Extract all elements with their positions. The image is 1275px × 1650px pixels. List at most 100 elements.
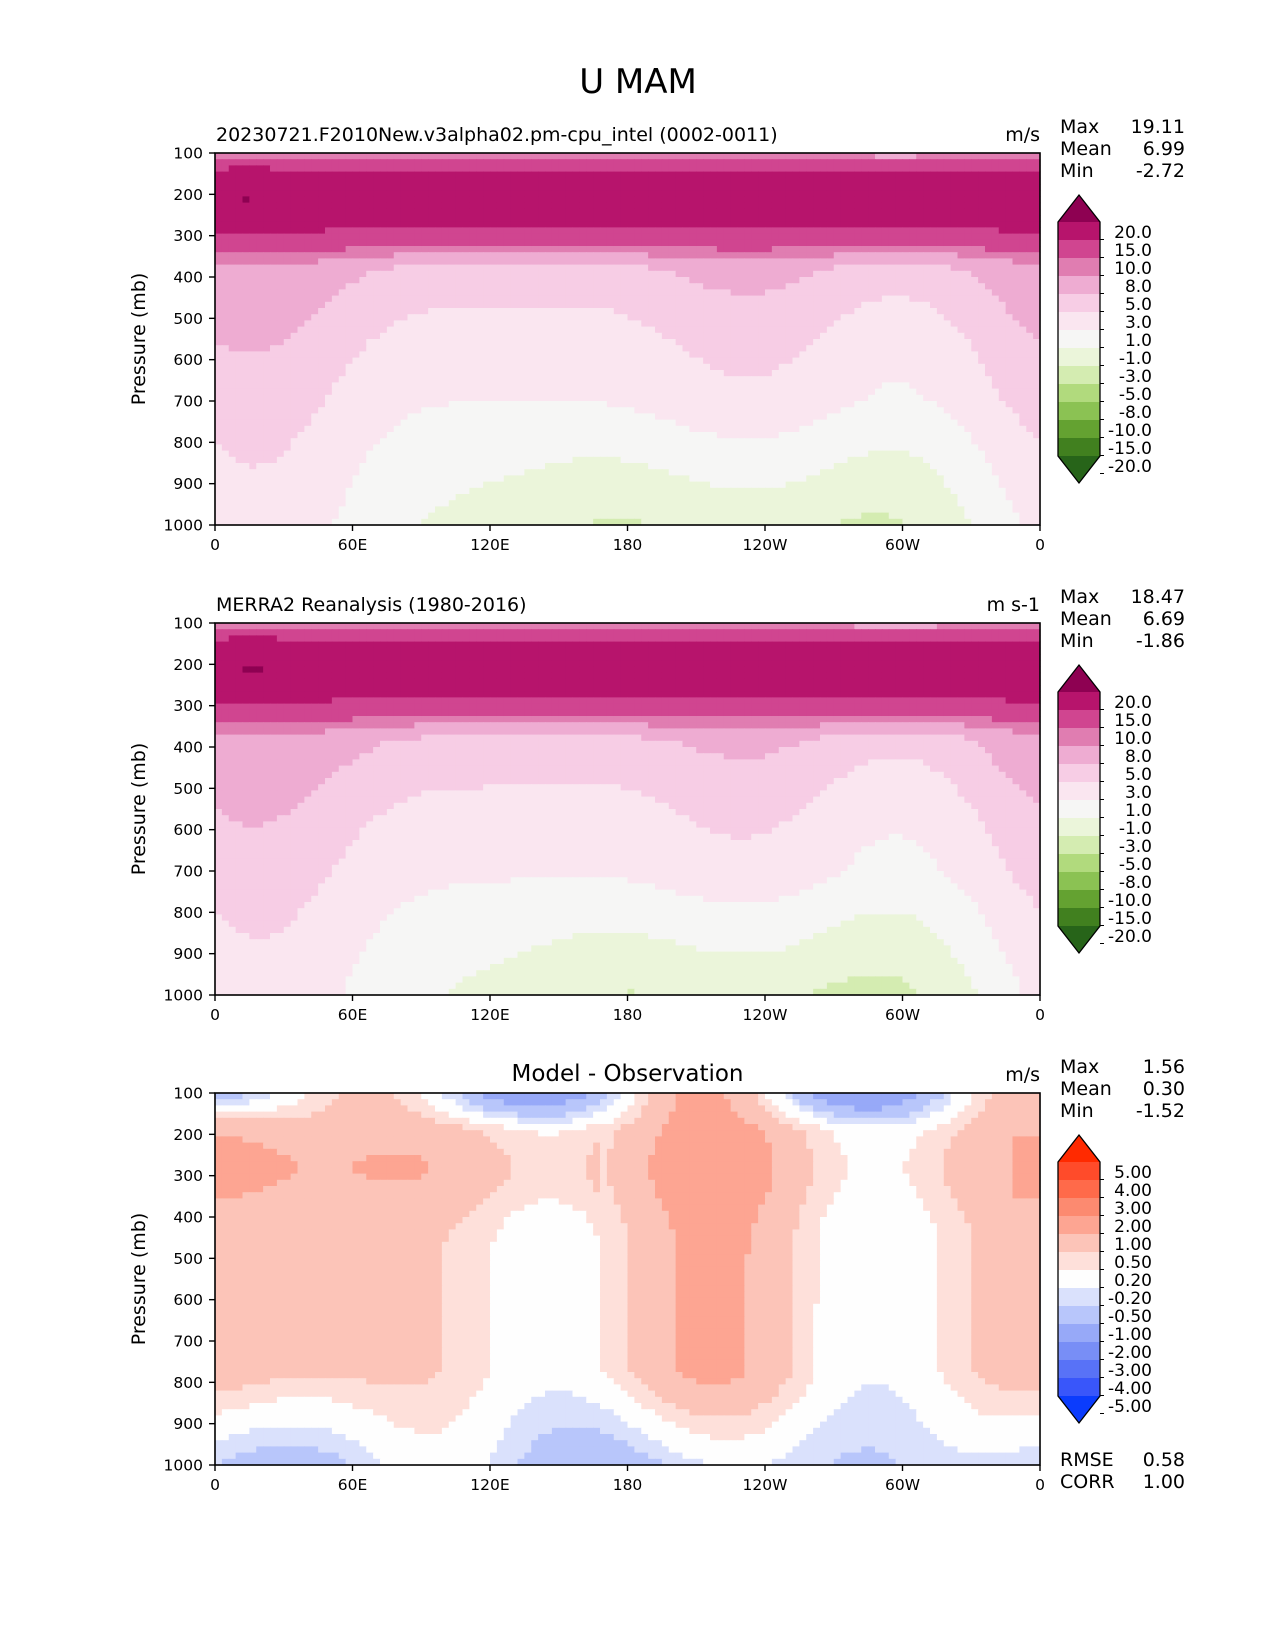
contour-cell <box>448 388 457 396</box>
contour-cell <box>737 270 745 278</box>
contour-cell <box>655 320 663 328</box>
contour-cell <box>435 345 443 352</box>
contour-cell <box>331 196 340 204</box>
contour-cell <box>462 190 470 197</box>
contour-cell <box>799 202 807 210</box>
contour-cell <box>606 376 615 383</box>
contour-cell <box>345 221 354 228</box>
contour-cell <box>888 289 897 297</box>
contour-cell <box>957 332 965 340</box>
contour-cell <box>820 382 828 390</box>
contour-cell <box>696 407 704 414</box>
contour-cell <box>998 382 1007 390</box>
contour-cell <box>586 407 594 414</box>
contour-cell <box>682 357 690 365</box>
contour-cell <box>496 351 505 359</box>
contour-cell <box>325 165 333 173</box>
contour-cell <box>572 326 580 334</box>
contour-cell <box>600 252 608 259</box>
contour-cell <box>806 246 814 253</box>
contour-cell <box>586 277 594 284</box>
contour-cell <box>620 295 629 303</box>
contour-cell <box>600 258 608 266</box>
contour-cell <box>826 208 835 216</box>
contour-cell <box>606 190 615 197</box>
contour-cell <box>586 208 594 216</box>
contour-cell <box>641 394 649 402</box>
contour-cell <box>957 215 965 222</box>
contour-cell <box>758 196 766 204</box>
contour-cell <box>325 159 333 166</box>
contour-cell <box>1033 277 1041 284</box>
contour-cell <box>682 233 690 241</box>
contour-cell <box>916 370 924 377</box>
contour-cell <box>297 283 305 290</box>
contour-cell <box>359 233 367 241</box>
contour-cell <box>730 277 739 284</box>
contour-cell <box>400 246 409 253</box>
contour-cell <box>978 308 986 315</box>
contour-cell <box>469 326 477 334</box>
contour-cell <box>503 382 512 390</box>
contour-cell <box>242 190 250 197</box>
contour-cell <box>854 370 862 377</box>
contour-cell <box>613 215 622 222</box>
contour-cell <box>675 345 684 352</box>
contour-cell <box>957 196 965 204</box>
contour-cell <box>703 233 711 241</box>
contour-cell <box>606 159 615 166</box>
contour-cell <box>414 314 422 321</box>
contour-cell <box>675 159 684 166</box>
contour-cell <box>572 159 580 166</box>
contour-cell <box>682 332 690 340</box>
contour-cell <box>682 295 690 303</box>
contour-cell <box>936 239 945 247</box>
contour-cell <box>414 171 422 179</box>
contour-cell <box>902 345 910 352</box>
contour-cell <box>661 159 670 166</box>
contour-cell <box>909 289 917 297</box>
contour-cell <box>242 196 250 204</box>
contour-cell <box>854 401 862 408</box>
contour-cell <box>331 190 340 197</box>
contour-cell <box>833 177 842 185</box>
contour-cell <box>909 283 917 290</box>
contour-cell <box>634 258 642 266</box>
contour-cell <box>985 264 993 272</box>
contour-cell <box>256 258 264 266</box>
contour-cell <box>668 295 677 303</box>
contour-cell <box>380 165 388 173</box>
contour-cell <box>455 332 464 340</box>
contour-cell <box>490 363 498 371</box>
contour-cell <box>373 370 381 377</box>
contour-cell <box>730 388 739 396</box>
contour-cell <box>785 258 794 266</box>
contour-cell <box>476 363 484 371</box>
contour-cell <box>386 277 395 284</box>
contour-cell <box>249 165 257 173</box>
contour-cell <box>840 252 849 259</box>
contour-cell <box>1012 246 1020 253</box>
contour-cell <box>414 159 422 166</box>
contour-cell <box>854 184 862 191</box>
contour-cell <box>221 239 230 247</box>
contour-cell <box>888 339 897 346</box>
contour-cell <box>902 283 910 290</box>
contour-cell <box>503 363 512 371</box>
contour-cell <box>373 407 381 414</box>
contour-cell <box>751 202 759 210</box>
contour-cell <box>380 283 388 290</box>
contour-cell <box>737 376 745 383</box>
contour-cell <box>345 326 354 334</box>
contour-cell <box>998 345 1007 352</box>
contour-cell <box>833 208 842 216</box>
contour-cell <box>503 252 512 259</box>
contour-cell <box>311 215 319 222</box>
contour-cell <box>276 258 285 266</box>
contour-cell <box>407 339 415 346</box>
contour-cell <box>304 184 312 191</box>
contour-cell <box>338 301 347 309</box>
contour-cell <box>421 252 429 259</box>
contour-cell <box>1012 351 1020 359</box>
contour-cell <box>380 277 388 284</box>
